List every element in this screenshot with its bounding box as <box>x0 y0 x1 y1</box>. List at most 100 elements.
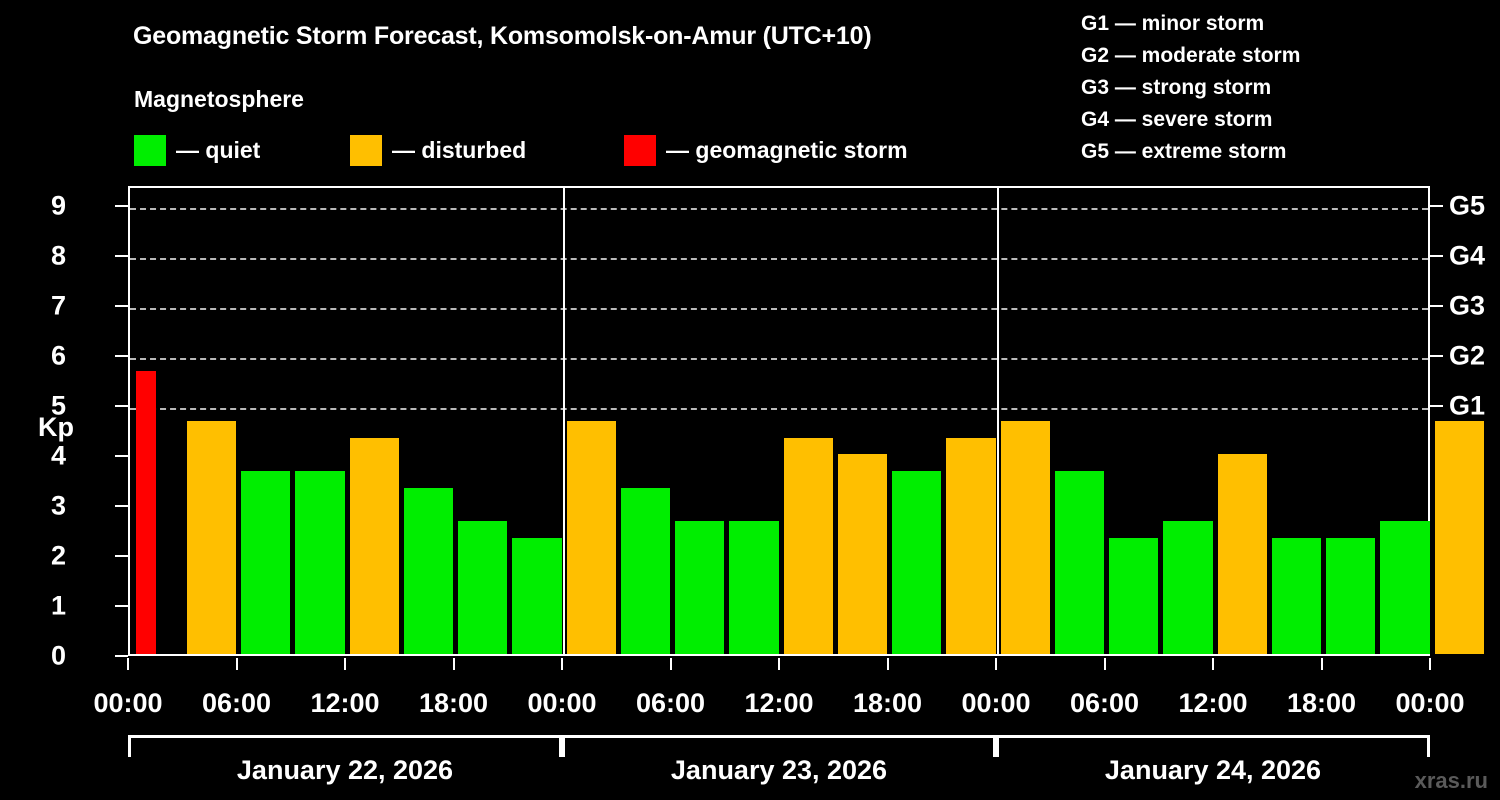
bar-kp-4 <box>349 437 399 654</box>
bar-kp-5 <box>403 487 453 654</box>
x-tick-mark-3 <box>452 658 455 670</box>
g-level-label-G5: G5 <box>1449 190 1486 221</box>
x-tick-mark-11 <box>1320 658 1323 670</box>
bar-kp-16 <box>1000 420 1050 654</box>
x-tick-label-1: 06:00 <box>201 688 272 718</box>
x-tick-label-5: 06:00 <box>635 688 706 718</box>
y-tick-mark-0 <box>115 655 128 657</box>
g-tick-mark-G5 <box>1430 205 1443 207</box>
g-tick-mark-G3 <box>1430 305 1443 307</box>
x-tick-mark-4 <box>561 658 563 670</box>
y-tick-label-9: 9 <box>50 190 66 221</box>
y-tick-label-1: 1 <box>50 590 66 621</box>
g-tick-mark-G1 <box>1430 405 1443 407</box>
legend-label-quiet: — quiet <box>176 136 261 163</box>
y-tick-label-6: 6 <box>50 340 66 371</box>
y-tick-label-8: 8 <box>50 240 66 271</box>
x-tick-mark-1 <box>235 658 238 670</box>
legend-label-disturbed: — disturbed <box>392 136 527 163</box>
g-scale-legend-row-5: G5 — extreme storm <box>1081 140 1287 163</box>
legend-item-disturbed: — disturbed <box>350 134 526 166</box>
y-tick-mark-9 <box>115 205 128 207</box>
x-tick-label-6: 12:00 <box>744 688 814 718</box>
day-label-2: January 23, 2026 <box>670 755 888 785</box>
bar-kp-trailing <box>1434 420 1484 654</box>
x-tick-label-10: 12:00 <box>1178 688 1248 718</box>
bar-kp-15 <box>946 437 996 654</box>
bar-kp-18 <box>1109 537 1159 654</box>
x-tick-label-3: 18:00 <box>418 688 489 718</box>
y-tick-mark-3 <box>115 505 128 507</box>
day-bracket-3 <box>996 735 1430 757</box>
g-level-label-G1: G1 <box>1449 390 1486 421</box>
day-label-1: January 22, 2026 <box>236 755 454 785</box>
gridline-kp-8 <box>130 258 1428 260</box>
legend-swatch-disturbed-icon <box>350 134 382 166</box>
y-tick-label-3: 3 <box>50 490 66 521</box>
g-scale-legend-row-4: G4 — severe storm <box>1081 108 1273 131</box>
bar-kp-14 <box>892 470 942 654</box>
y-tick-label-2: 2 <box>50 540 66 571</box>
bar-kp-11 <box>729 520 779 654</box>
x-tick-label-0: 00:00 <box>93 688 163 718</box>
bar-kp-9 <box>620 487 670 654</box>
g-scale-legend-row-1: G1 — minor storm <box>1081 12 1265 35</box>
bar-kp-6 <box>458 520 508 654</box>
x-tick-label-4: 00:00 <box>527 688 597 718</box>
day-bracket-1 <box>128 735 562 757</box>
y-tick-mark-1 <box>115 605 128 607</box>
day-divider-1 <box>563 188 565 654</box>
legend-item-quiet: — quiet <box>134 134 260 166</box>
y-tick-mark-7 <box>115 305 128 307</box>
bar-kp-22 <box>1326 537 1376 654</box>
y-tick-label-4: 4 <box>50 440 66 471</box>
legend-label-storm: — geomagnetic storm <box>666 136 908 163</box>
plot-area <box>128 186 1484 656</box>
g-scale-legend-row-2: G2 — moderate storm <box>1081 44 1301 67</box>
y-tick-label-0: 0 <box>50 640 66 671</box>
x-tick-mark-5 <box>669 658 672 670</box>
x-tick-mark-12 <box>1429 658 1431 670</box>
bar-kp-2 <box>241 470 291 654</box>
bar-kp-0 <box>136 370 156 654</box>
x-tick-label-7: 18:00 <box>852 688 923 718</box>
legend-item-storm: — geomagnetic storm <box>624 134 908 166</box>
g-tick-mark-G4 <box>1430 255 1443 257</box>
legend-swatch-storm-icon <box>624 134 656 166</box>
bar-kp-1 <box>186 420 236 654</box>
day-label-3: January 24, 2026 <box>1104 755 1322 785</box>
bar-kp-19 <box>1163 520 1213 654</box>
g-tick-mark-G2 <box>1430 355 1443 357</box>
bar-kp-7 <box>512 537 562 654</box>
x-tick-label-11: 18:00 <box>1286 688 1357 718</box>
g-level-label-G2: G2 <box>1449 340 1486 371</box>
bars-layer <box>130 188 1484 654</box>
plot-inner <box>130 188 1428 654</box>
bar-kp-17 <box>1054 470 1104 654</box>
y-tick-label-7: 7 <box>50 290 66 321</box>
y-tick-mark-5 <box>115 405 128 407</box>
g-level-label-G3: G3 <box>1449 290 1486 321</box>
x-tick-mark-2 <box>344 658 346 670</box>
bar-kp-23 <box>1380 520 1430 654</box>
bar-kp-8 <box>566 420 616 654</box>
gridline-kp-5 <box>130 408 1428 410</box>
bar-kp-3 <box>295 470 345 654</box>
x-tick-mark-10 <box>1212 658 1214 670</box>
x-tick-label-8: 00:00 <box>961 688 1031 718</box>
x-tick-mark-0 <box>127 658 129 670</box>
day-bracket-2 <box>562 735 996 757</box>
bar-kp-10 <box>675 520 725 654</box>
y-tick-mark-8 <box>115 255 128 257</box>
x-tick-mark-9 <box>1103 658 1106 670</box>
g-scale-legend: G1 — minor storm G2 — moderate storm G3 — … <box>1081 8 1481 168</box>
gridline-kp-7 <box>130 308 1428 310</box>
gridline-kp-9 <box>130 208 1428 210</box>
bar-kp-13 <box>837 454 887 654</box>
y-tick-mark-4 <box>115 455 128 457</box>
gridline-kp-6 <box>130 358 1428 360</box>
x-tick-mark-7 <box>886 658 889 670</box>
day-divider-2 <box>997 188 999 654</box>
y-tick-mark-6 <box>115 355 128 357</box>
